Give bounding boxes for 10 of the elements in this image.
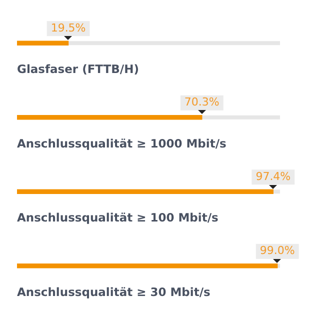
y-tick-label: Anschlussqualität ≥ 100 Mbit/s	[17, 210, 219, 225]
y-tick-label: Glasfaser (FTTB/H)	[17, 62, 139, 76]
data-label: 19.5%	[50, 21, 86, 34]
y-tick-label: Anschlussqualität ≥ 1000 Mbit/s	[17, 136, 227, 150]
data-label: 70.3%	[184, 96, 220, 109]
data-label: 97.4%	[256, 170, 291, 183]
bar	[17, 40, 69, 46]
y-tick-label: Anschlussqualität ≥ 30 Mbit/s	[17, 284, 211, 299]
data-label: 99.0%	[260, 244, 295, 258]
bar	[17, 189, 274, 194]
